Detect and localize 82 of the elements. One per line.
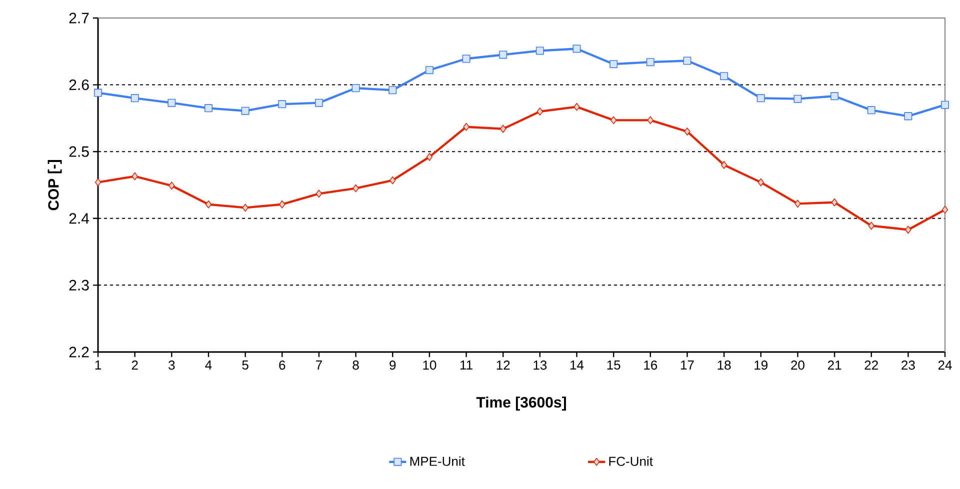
x-tick-label: 24 bbox=[938, 360, 952, 370]
x-tick-label: 7 bbox=[316, 360, 322, 370]
y-tick-label: 2.5 bbox=[69, 146, 89, 157]
point bbox=[867, 106, 876, 114]
point bbox=[683, 56, 692, 65]
x-tick-label: 8 bbox=[352, 360, 359, 370]
y-axis-title: COP [-] bbox=[48, 160, 62, 210]
point bbox=[941, 100, 949, 109]
point bbox=[132, 172, 138, 180]
y-tick-label: 2.2 bbox=[69, 346, 89, 358]
point bbox=[610, 116, 617, 124]
x-tick-label: 17 bbox=[680, 360, 694, 370]
x-axis-title: Time [3600s] bbox=[476, 396, 566, 411]
point bbox=[536, 46, 544, 55]
x-tick-label: 21 bbox=[828, 360, 842, 370]
x-tick-label: 6 bbox=[279, 360, 286, 370]
x-tick-label: 14 bbox=[570, 360, 584, 370]
x-tick-label: 4 bbox=[205, 360, 212, 370]
x-tick-label: 10 bbox=[423, 360, 436, 370]
x-tick-label: 22 bbox=[864, 360, 878, 370]
point bbox=[94, 88, 102, 97]
point bbox=[463, 122, 470, 131]
x-tick-label: 1 bbox=[95, 360, 101, 370]
y-tick-label: 2.7 bbox=[69, 12, 89, 24]
x-tick-label: 9 bbox=[390, 360, 396, 370]
point bbox=[242, 204, 248, 212]
point bbox=[426, 152, 433, 161]
point bbox=[720, 72, 728, 80]
x-tick-label: 2 bbox=[132, 360, 138, 370]
point bbox=[720, 160, 728, 169]
point bbox=[314, 98, 323, 107]
legend-label: FC-Unit bbox=[609, 456, 653, 466]
y-tick-label: 2.4 bbox=[69, 213, 90, 224]
point bbox=[278, 100, 286, 108]
x-tick-label: 16 bbox=[644, 360, 658, 370]
point bbox=[352, 84, 360, 92]
point bbox=[684, 128, 690, 136]
point bbox=[94, 178, 102, 186]
legend-label: MPE-Unit bbox=[410, 456, 465, 466]
point bbox=[130, 94, 139, 102]
point bbox=[905, 226, 912, 234]
point bbox=[868, 222, 874, 230]
point bbox=[279, 200, 286, 208]
x-tick-label: 11 bbox=[460, 360, 472, 370]
x-tick-label: 23 bbox=[902, 360, 915, 370]
point bbox=[241, 106, 250, 115]
point bbox=[647, 116, 654, 124]
point bbox=[168, 98, 176, 107]
point bbox=[646, 58, 654, 66]
point bbox=[756, 94, 765, 102]
point bbox=[425, 66, 434, 74]
y-tick-label: 2.3 bbox=[69, 280, 89, 290]
x-tick-label: 3 bbox=[168, 360, 175, 370]
point bbox=[499, 50, 508, 59]
point bbox=[462, 54, 470, 63]
point bbox=[352, 184, 359, 192]
x-tick-label: 15 bbox=[607, 360, 620, 370]
x-tick-label: 12 bbox=[496, 360, 510, 370]
point bbox=[574, 102, 580, 111]
y-tick-label: 2.6 bbox=[69, 79, 89, 90]
point bbox=[388, 86, 397, 94]
point bbox=[390, 176, 396, 184]
x-tick-label: 13 bbox=[534, 360, 547, 370]
point bbox=[830, 92, 839, 100]
point bbox=[572, 44, 581, 53]
point bbox=[610, 60, 618, 68]
point bbox=[794, 94, 802, 103]
point bbox=[904, 112, 912, 120]
point bbox=[168, 182, 175, 190]
point bbox=[500, 124, 506, 133]
point bbox=[316, 190, 322, 198]
point bbox=[942, 206, 948, 214]
x-tick-label: 5 bbox=[242, 360, 248, 370]
point bbox=[205, 200, 212, 208]
point bbox=[831, 198, 838, 206]
x-tick-label: 19 bbox=[754, 360, 768, 370]
point bbox=[794, 200, 801, 208]
x-tick-label: 20 bbox=[791, 360, 804, 370]
point bbox=[758, 178, 764, 186]
x-tick-label: 18 bbox=[718, 360, 731, 370]
point bbox=[536, 108, 544, 116]
point bbox=[204, 104, 212, 112]
